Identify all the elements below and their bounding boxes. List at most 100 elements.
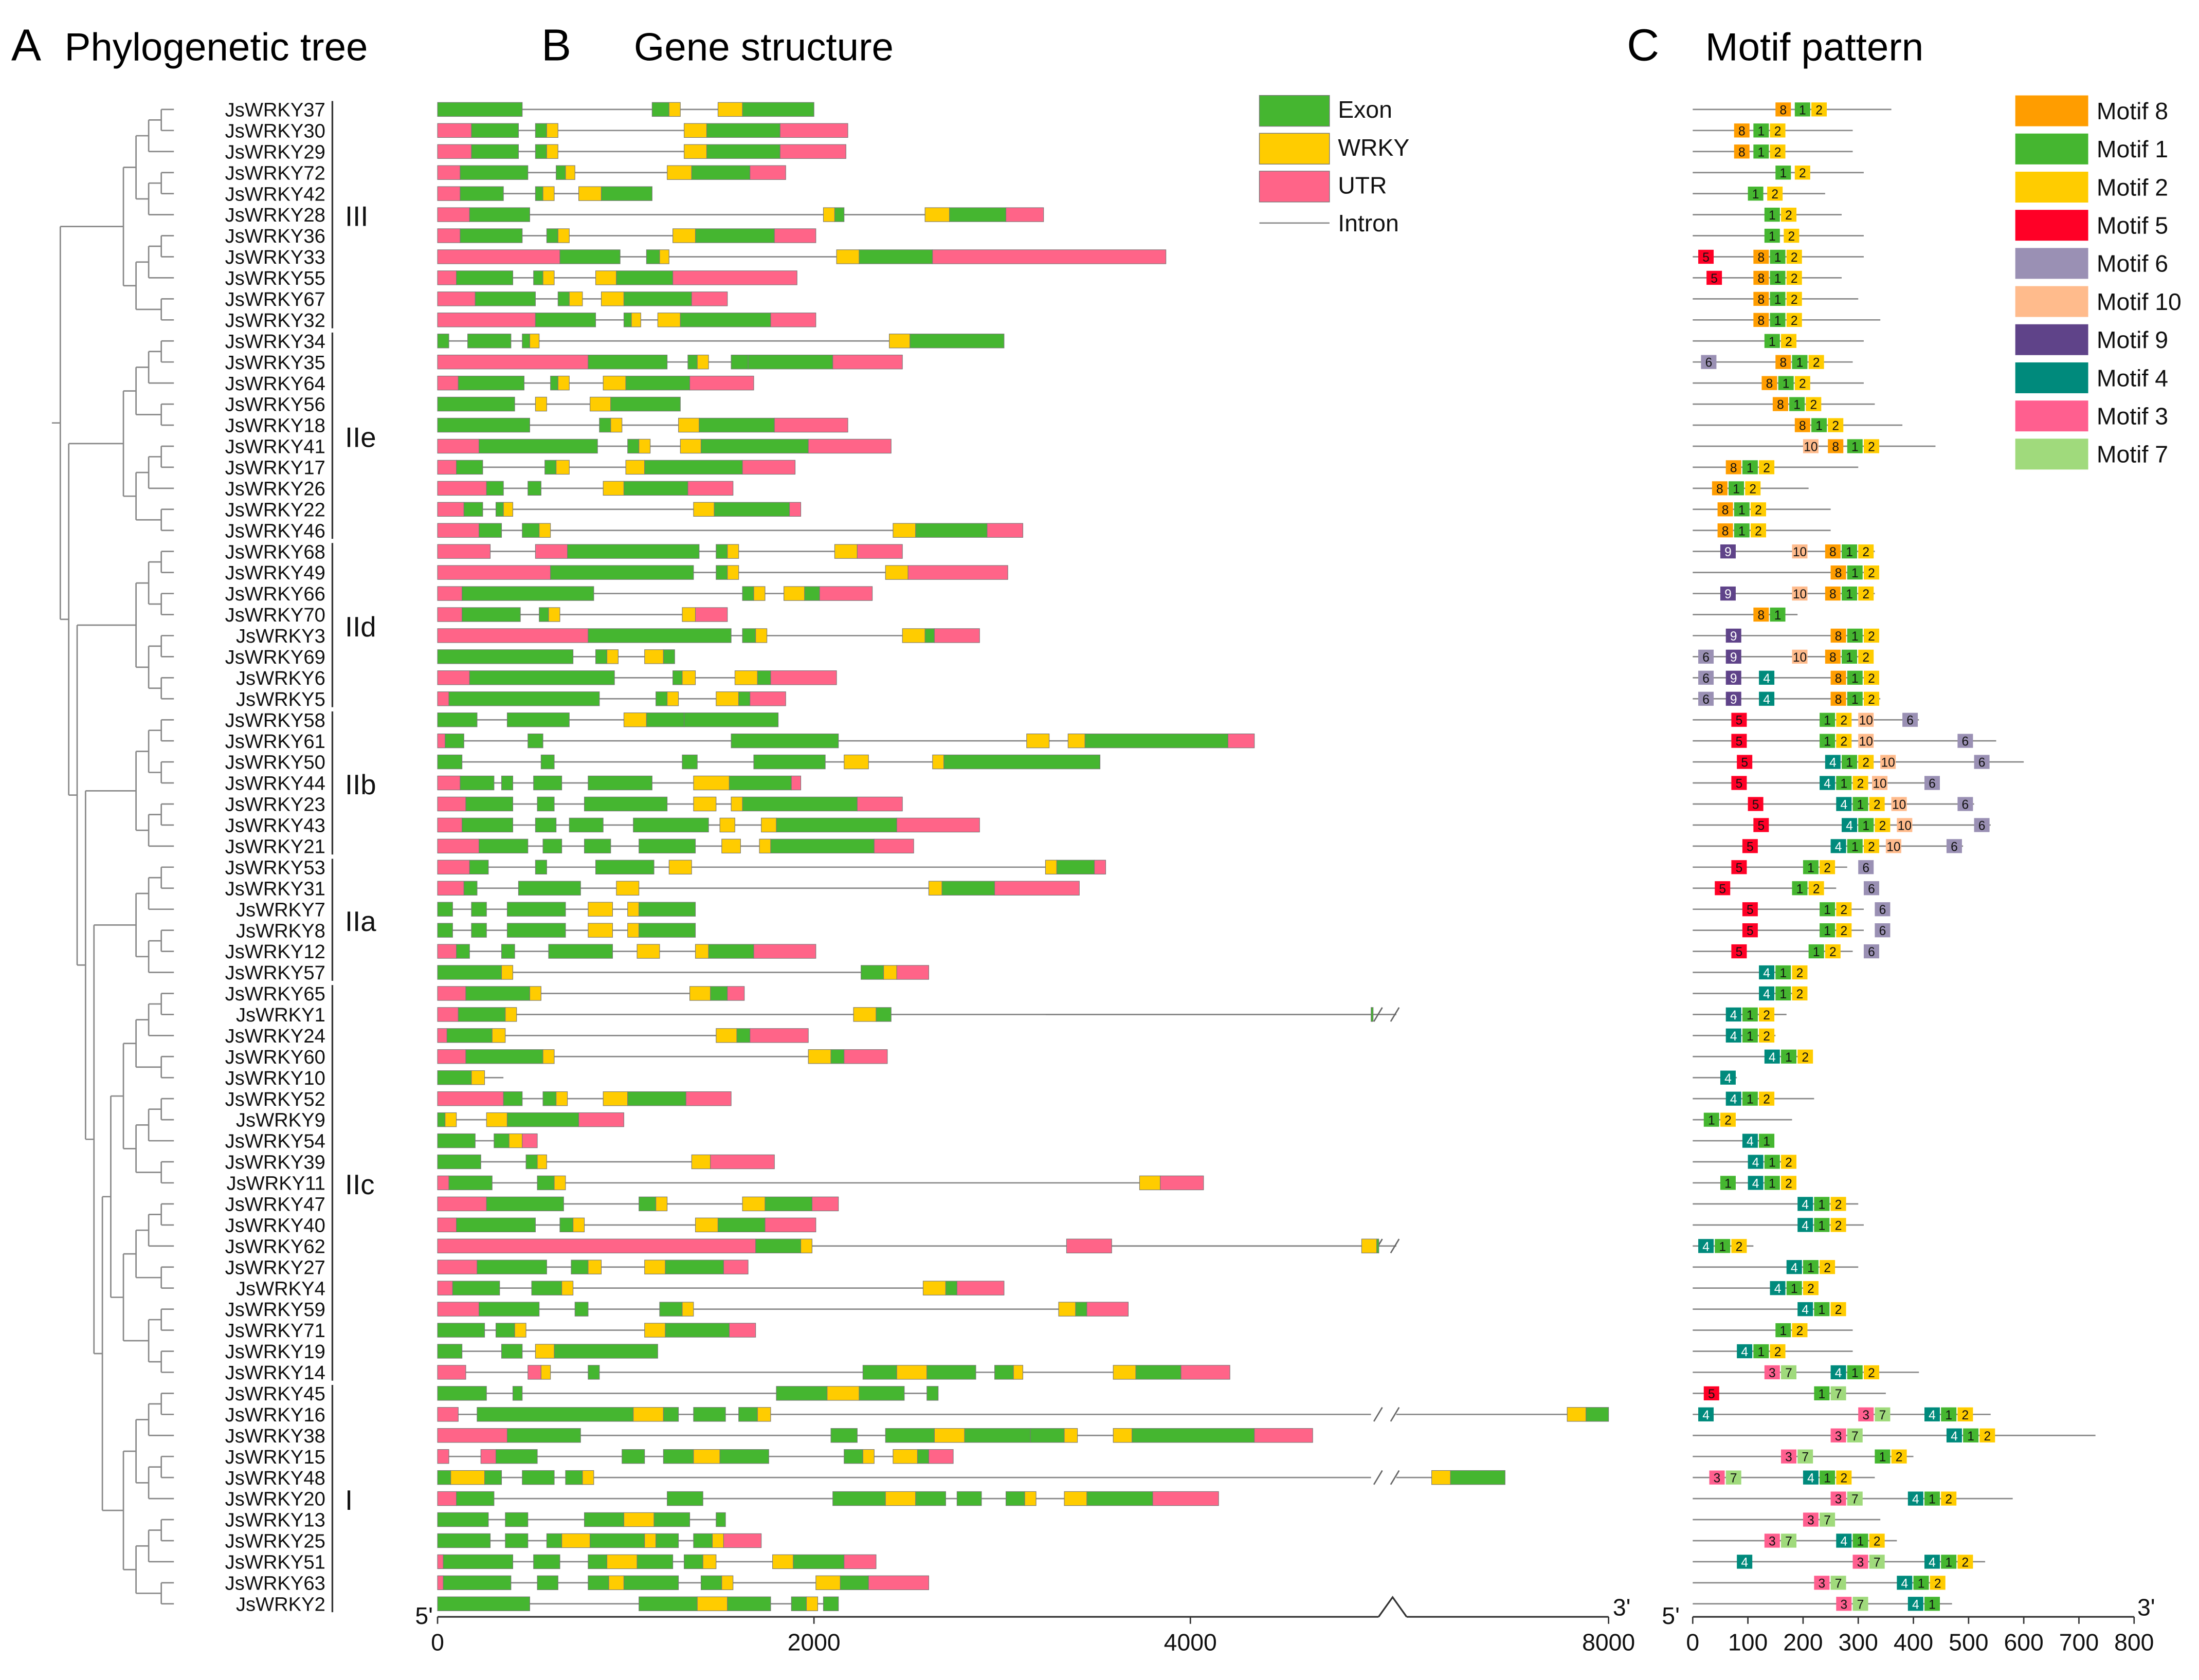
gene-label: JsWRKY20 bbox=[225, 1488, 325, 1510]
utr-block bbox=[689, 375, 754, 391]
utr-block bbox=[535, 544, 568, 559]
gene-label: JsWRKY28 bbox=[225, 204, 325, 226]
wrky-domain-block bbox=[659, 249, 669, 264]
wrky-domain-block bbox=[486, 1112, 508, 1127]
legend-m7-swatch bbox=[2015, 439, 2088, 470]
legend-m10-swatch bbox=[2015, 286, 2088, 317]
exon-block bbox=[495, 1323, 515, 1338]
motif-2-label: 2 bbox=[1829, 945, 1837, 959]
motif-2-box bbox=[1863, 691, 1879, 706]
exon-block bbox=[540, 754, 555, 770]
motif-8-box bbox=[1734, 144, 1750, 159]
utr-block bbox=[770, 670, 837, 685]
exon-block bbox=[663, 649, 675, 664]
motif-9-box bbox=[1725, 691, 1741, 706]
gene-structure-row bbox=[437, 923, 696, 938]
utr-block bbox=[1094, 860, 1106, 874]
exon-block bbox=[522, 523, 540, 538]
motif-1-label: 1 bbox=[1769, 1177, 1776, 1191]
motif-2-label: 2 bbox=[1763, 1093, 1770, 1107]
utr-block bbox=[779, 144, 846, 159]
gene-label: JsWRKY38 bbox=[225, 1425, 325, 1447]
motif-1-box bbox=[1764, 228, 1780, 243]
motif-2-label: 2 bbox=[1840, 714, 1847, 728]
exon-block bbox=[699, 417, 775, 433]
motif-5-label: 5 bbox=[1736, 861, 1743, 875]
motif-1-box bbox=[1847, 565, 1863, 580]
exon-block bbox=[475, 291, 536, 306]
gene-label: JsWRKY40 bbox=[225, 1214, 325, 1236]
motif-1-box bbox=[1842, 649, 1858, 664]
gene-structure-row bbox=[437, 1049, 888, 1064]
wrky-domain-block bbox=[800, 1238, 813, 1253]
gene-label: JsWRKY43 bbox=[225, 815, 325, 837]
utr-block bbox=[956, 1281, 1005, 1295]
motif-1-label: 1 bbox=[1747, 1009, 1754, 1022]
wrky-domain-block bbox=[862, 1449, 875, 1464]
gene-structure-row bbox=[437, 1133, 538, 1148]
wrky-domain-block bbox=[889, 334, 911, 349]
motif-3-box bbox=[1764, 1533, 1780, 1548]
motif-1-label: 1 bbox=[1851, 441, 1859, 454]
motif-3-label: 3 bbox=[1807, 1514, 1814, 1528]
motif-1-box bbox=[1852, 1533, 1868, 1548]
motif-3-label: 3 bbox=[1819, 1577, 1826, 1591]
motif-5-box bbox=[1742, 902, 1758, 917]
motif-8-label: 8 bbox=[1730, 461, 1737, 475]
motif-10-box bbox=[1803, 439, 1819, 453]
motif-4-box bbox=[1946, 1428, 1962, 1442]
exon-block bbox=[742, 628, 756, 643]
wrky-domain-block bbox=[697, 355, 709, 370]
legend-label: Motif 6 bbox=[2097, 250, 2168, 277]
exon-block bbox=[757, 670, 771, 685]
gene-structure-row bbox=[437, 523, 1024, 538]
axis-break-mark bbox=[1390, 1470, 1400, 1485]
motif-8-box bbox=[1753, 249, 1769, 264]
motif-3-box bbox=[1830, 1428, 1846, 1442]
exon-block bbox=[656, 691, 668, 706]
motif-1-label: 1 bbox=[1819, 1387, 1826, 1401]
utr-block bbox=[437, 586, 463, 601]
motif-2-label: 2 bbox=[1868, 630, 1875, 644]
motif-2-box bbox=[1858, 586, 1874, 601]
utr-block bbox=[437, 1028, 447, 1043]
gene-label: JsWRKY3 bbox=[236, 625, 325, 647]
exon-block bbox=[460, 775, 495, 791]
motif-1-label: 1 bbox=[1807, 861, 1814, 875]
utr-block bbox=[437, 628, 589, 643]
exon-block bbox=[601, 186, 652, 201]
exon-block bbox=[531, 1281, 562, 1295]
wrky-domain-block bbox=[678, 417, 700, 433]
exon-block bbox=[495, 502, 504, 517]
utr-block bbox=[832, 355, 903, 370]
wrky-domain-block bbox=[697, 1596, 728, 1611]
utr-block bbox=[1005, 207, 1044, 222]
motif-row: 5 4 1 2 10 6 bbox=[1693, 797, 1974, 812]
exon-block bbox=[535, 123, 547, 138]
wrky-domain-block bbox=[727, 544, 739, 559]
motif-1-label: 1 bbox=[1758, 1345, 1765, 1359]
wrky-domain-block bbox=[595, 270, 617, 285]
gene-structure-row bbox=[437, 481, 734, 496]
motif-row: 5 1 2 10 6 bbox=[1693, 734, 1996, 749]
motif-2-box bbox=[1811, 102, 1827, 117]
exon-block bbox=[832, 1491, 886, 1506]
exon-block bbox=[729, 775, 792, 791]
motif-8-label: 8 bbox=[1758, 314, 1765, 328]
motif-1-box bbox=[1775, 1323, 1791, 1338]
gene-label: JsWRKY30 bbox=[225, 120, 325, 142]
exon-block bbox=[535, 186, 543, 201]
motif-1-label: 1 bbox=[1807, 1261, 1814, 1275]
motif-2-box bbox=[1759, 1091, 1775, 1106]
motif-7-box bbox=[1820, 1512, 1835, 1527]
exon-block bbox=[542, 1091, 557, 1106]
exon-block bbox=[910, 334, 1005, 349]
gene-structure-row bbox=[437, 860, 1106, 874]
exon-block bbox=[915, 1491, 946, 1506]
motif-2-label: 2 bbox=[1835, 1198, 1842, 1212]
wrky-domain-block bbox=[1139, 1175, 1161, 1191]
